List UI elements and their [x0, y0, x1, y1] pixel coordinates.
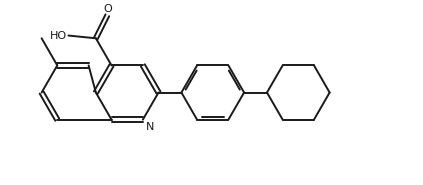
Text: O: O [103, 4, 112, 14]
Text: N: N [146, 122, 154, 132]
Text: HO: HO [49, 31, 67, 41]
